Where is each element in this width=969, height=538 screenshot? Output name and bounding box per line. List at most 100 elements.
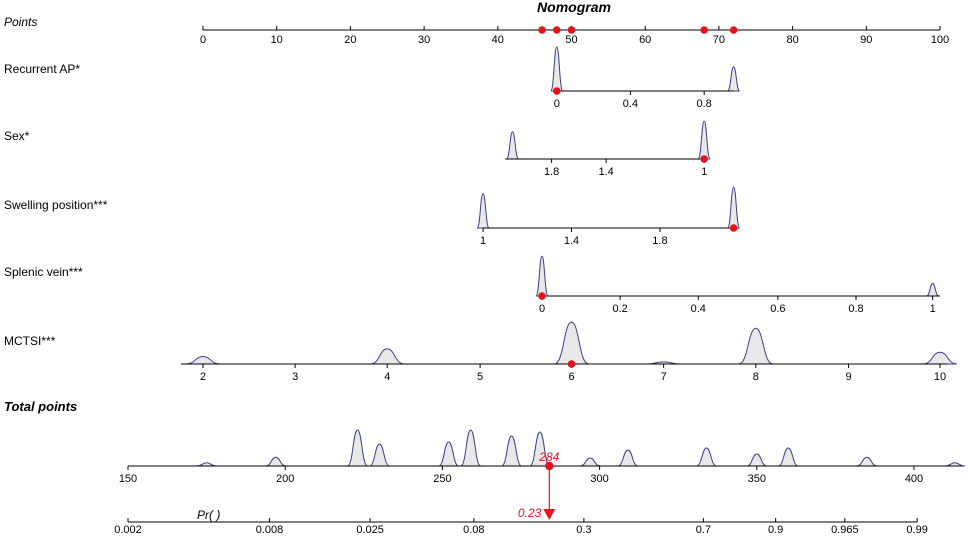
predictor-tick-label-sex: 1.4 bbox=[598, 166, 613, 178]
density-peak-mctsi bbox=[922, 351, 958, 365]
predictor-label-mctsi: MCTSI*** bbox=[4, 334, 56, 348]
density-peak-splenic-vein bbox=[535, 255, 549, 297]
predictor-label-splenic-vein: Splenic vein*** bbox=[4, 265, 83, 279]
total-points-density bbox=[944, 462, 965, 467]
density-peak-swelling-position bbox=[476, 193, 490, 229]
density-peak-mctsi bbox=[185, 355, 221, 365]
probability-axis-tick-label: 0.025 bbox=[356, 524, 384, 536]
density-peak-mctsi bbox=[554, 321, 589, 365]
predictor-tick-label-sex: 1.8 bbox=[544, 166, 559, 178]
probability-axis-tick-label: 0.99 bbox=[906, 524, 927, 536]
total-points-density bbox=[460, 429, 482, 467]
total-points-tick-label: 300 bbox=[590, 473, 608, 485]
total-points-tick-label: 350 bbox=[748, 473, 766, 485]
points-axis-tick-label: 40 bbox=[492, 34, 504, 46]
density-peak-sex bbox=[697, 120, 711, 160]
predictor-tick-label-mctsi: 6 bbox=[568, 371, 574, 383]
points-axis-tick-label: 70 bbox=[713, 34, 725, 46]
probability-selected-label: 0.23 bbox=[518, 506, 542, 520]
total-points-density bbox=[746, 453, 767, 467]
points-axis-tick-label: 20 bbox=[344, 34, 356, 46]
points-axis-tick-label: 60 bbox=[639, 34, 651, 46]
points-axis-tick-label: 0 bbox=[200, 34, 206, 46]
points-axis-label: Points bbox=[4, 15, 37, 29]
total-points-density bbox=[778, 447, 799, 467]
points-axis-tick-label: 80 bbox=[786, 34, 798, 46]
total-points-density bbox=[856, 456, 877, 467]
probability-axis-label: Pr( ) bbox=[197, 508, 220, 522]
total-points-density bbox=[501, 435, 522, 467]
predictor-tick-label-recurrent-ap: 0.4 bbox=[623, 98, 638, 110]
points-axis-marker bbox=[700, 26, 708, 34]
density-peak-recurrent-ap bbox=[550, 46, 564, 92]
predictor-tick-label-mctsi: 4 bbox=[384, 371, 390, 383]
chart-title: Nomogram bbox=[537, 0, 611, 15]
probability-axis-tick-label: 0.002 bbox=[114, 524, 142, 536]
predictor-tick-label-recurrent-ap: 0.8 bbox=[697, 98, 712, 110]
predictor-tick-label-mctsi: 3 bbox=[292, 371, 298, 383]
density-peak-splenic-vein bbox=[926, 282, 939, 297]
points-axis-marker bbox=[538, 26, 546, 34]
predictor-tick-label-mctsi: 7 bbox=[661, 371, 667, 383]
total-points-tick-label: 400 bbox=[905, 473, 923, 485]
points-axis-marker bbox=[567, 26, 576, 34]
density-peak-sex bbox=[506, 131, 520, 160]
probability-axis-tick-label: 0.965 bbox=[831, 524, 859, 536]
predictor-tick-label-swelling-position: 1.4 bbox=[564, 235, 579, 247]
density-peak-recurrent-ap bbox=[727, 66, 741, 92]
density-peak-mctsi bbox=[370, 348, 405, 365]
total-points-tick-label: 150 bbox=[119, 473, 137, 485]
total-points-tick-label: 250 bbox=[433, 473, 451, 485]
predictor-marker-sex bbox=[700, 155, 708, 163]
predictor-tick-label-splenic-vein: 0.2 bbox=[612, 303, 627, 315]
predictor-marker-recurrent-ap bbox=[552, 87, 561, 95]
density-peak-mctsi bbox=[738, 327, 773, 365]
points-axis-tick-label: 30 bbox=[418, 34, 430, 46]
predictor-marker-mctsi bbox=[567, 360, 576, 368]
predictor-label-swelling-position: Swelling position*** bbox=[4, 198, 108, 212]
points-axis-marker bbox=[729, 26, 738, 34]
total-points-marker bbox=[545, 461, 554, 471]
total-points-density bbox=[580, 457, 601, 467]
total-points-tick-label: 200 bbox=[276, 473, 294, 485]
predictor-tick-label-swelling-position: 1.8 bbox=[652, 235, 667, 247]
total-points-density bbox=[438, 441, 459, 467]
probability-axis-tick-label: 0.008 bbox=[256, 524, 284, 536]
predictor-marker-swelling-position bbox=[729, 224, 738, 232]
predictor-tick-label-mctsi: 8 bbox=[753, 371, 759, 383]
points-axis-tick-label: 90 bbox=[860, 34, 872, 46]
predictor-tick-label-sex: 1 bbox=[701, 166, 707, 178]
total-points-label: Total points bbox=[4, 399, 77, 414]
predictor-tick-label-splenic-vein: 1 bbox=[930, 303, 936, 315]
total-points-density bbox=[369, 443, 390, 467]
predictor-label-sex: Sex* bbox=[4, 129, 30, 143]
total-points-density bbox=[265, 456, 286, 467]
predictor-tick-label-splenic-vein: 0.6 bbox=[770, 303, 785, 315]
predictor-tick-label-mctsi: 9 bbox=[846, 371, 852, 383]
predictor-label-recurrent-ap: Recurrent AP* bbox=[4, 62, 80, 76]
predictor-tick-label-mctsi: 10 bbox=[934, 371, 946, 383]
density-peak-swelling-position bbox=[727, 186, 741, 229]
predictor-tick-label-splenic-vein: 0.4 bbox=[691, 303, 706, 315]
points-axis-tick-label: 100 bbox=[931, 34, 949, 46]
points-axis-tick-label: 50 bbox=[565, 34, 577, 46]
predictor-marker-splenic-vein bbox=[538, 292, 546, 300]
predictor-tick-label-splenic-vein: 0.8 bbox=[848, 303, 863, 315]
probability-axis-tick-label: 0.08 bbox=[463, 524, 484, 536]
predictor-tick-label-splenic-vein: 0 bbox=[539, 303, 545, 315]
prediction-arrow-head bbox=[543, 509, 556, 520]
predictor-tick-label-mctsi: 2 bbox=[200, 371, 206, 383]
points-axis-tick-label: 10 bbox=[271, 34, 283, 46]
probability-axis-tick-label: 0.7 bbox=[696, 524, 711, 536]
probability-axis-tick-label: 0.9 bbox=[768, 524, 783, 536]
total-points-selected-label: 284 bbox=[538, 450, 559, 464]
total-points-density bbox=[347, 429, 368, 467]
predictor-tick-label-mctsi: 5 bbox=[477, 371, 483, 383]
predictor-tick-label-recurrent-ap: 0 bbox=[554, 98, 560, 110]
predictor-tick-label-swelling-position: 1 bbox=[480, 235, 486, 247]
total-points-density bbox=[617, 449, 639, 467]
total-points-density bbox=[696, 447, 717, 467]
probability-axis-tick-label: 0.3 bbox=[576, 524, 591, 536]
